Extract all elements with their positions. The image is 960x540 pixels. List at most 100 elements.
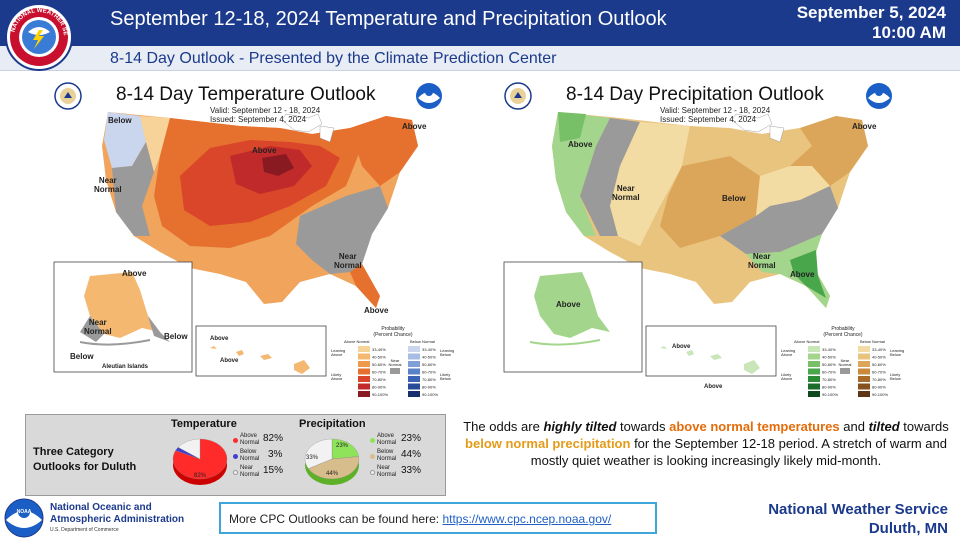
- legend-swatch-above: [358, 346, 370, 352]
- legend-step-label: 40-50%: [872, 355, 886, 360]
- temp-pct-above: 82%: [263, 433, 284, 444]
- legend-step-label: 70-80%: [422, 377, 436, 382]
- legend-step-label: 50-60%: [872, 362, 886, 367]
- noaa-footer-logo: NOAA National Oceanic and Atmospheric Ad…: [2, 496, 202, 540]
- doc-seal-icon: [54, 82, 82, 110]
- legend-step-label: 80-90%: [372, 385, 386, 390]
- legend-step-label: 33-40%: [872, 347, 886, 352]
- precip-pct-below: 44%: [401, 449, 422, 460]
- precip-legend-title: Probability (Percent Chance): [823, 326, 863, 338]
- precip-legend-above: Above Normal: [370, 433, 399, 447]
- legend-step-label: 50-60%: [822, 362, 836, 367]
- temperature-heading: Temperature: [171, 418, 237, 430]
- label-near-se: Near Normal: [334, 252, 362, 270]
- label-ak-near: Near Normal: [84, 318, 112, 336]
- legend-swatch-above: [808, 353, 820, 360]
- label-near-west: Near Normal: [612, 184, 640, 202]
- label-above-ne: Above: [402, 122, 427, 131]
- legend-swatch-above: [808, 376, 820, 382]
- legend-likely-below: Below: [890, 376, 901, 381]
- legend-step-label: 80-90%: [422, 385, 436, 390]
- legend-near-label: Near: [391, 358, 400, 363]
- temp-legend-below: Below Normal: [233, 449, 262, 463]
- label-hi-above-2: Above: [704, 384, 723, 390]
- pie-slice-near-normal: [304, 438, 333, 469]
- legend-likely-below: Likely: [440, 372, 450, 377]
- above-region-nw: [552, 112, 610, 236]
- legend-swatch-above: [358, 383, 370, 390]
- temp-legend-title: Probability (Percent Chance): [373, 326, 413, 338]
- temp-valid-text: Valid: September 12 - 18, 2024 Issued: S…: [210, 106, 320, 124]
- precip-pct-near: 33%: [401, 465, 422, 476]
- legend-step-label: 60-70%: [422, 370, 436, 375]
- label-below-central: Below: [722, 194, 746, 203]
- pie-slice-above-normal: [331, 438, 359, 460]
- issue-datetime: September 5, 2024 10:00 AM: [797, 3, 946, 43]
- page-title: September 12-18, 2024 Temperature and Pr…: [110, 8, 667, 30]
- legend-step-label: 70-80%: [372, 377, 386, 382]
- label-ak-below-e: Below: [164, 332, 188, 341]
- precipitation-heading: Precipitation: [299, 418, 366, 430]
- legend-swatch-below: [408, 353, 420, 360]
- legend-swatch-above: [808, 391, 820, 397]
- legend-swatch-near: [390, 368, 400, 374]
- legend-step-label: 60-70%: [822, 370, 836, 375]
- label-above-ne: Above: [852, 122, 877, 131]
- precip-map-title: 8-14 Day Precipitation Outlook: [566, 84, 824, 105]
- precip-issued: Issued: September 4, 2024: [660, 115, 757, 124]
- label-above-nw: Above: [568, 140, 593, 149]
- legend-above-head: Above Normal: [344, 339, 369, 344]
- precip-valid: Valid: September 12 - 18, 2024: [660, 106, 771, 115]
- legend-step-label: 90-100%: [422, 392, 438, 397]
- issue-time: 10:00 AM: [871, 23, 946, 42]
- legend-leaning-above: Above: [781, 352, 793, 357]
- temp-legend-above: Above Normal: [233, 433, 262, 447]
- legend-leaning-below: Below: [440, 352, 451, 357]
- legend-likely-above: Likely: [781, 372, 791, 377]
- label-above-se: Above: [790, 270, 815, 279]
- legend-swatch-below: [858, 361, 870, 367]
- pie-inner-label: 23%: [336, 443, 349, 449]
- near-region-west: [112, 142, 154, 236]
- legend-swatch-above: [358, 391, 370, 397]
- label-ak-above: Above: [556, 300, 581, 309]
- near-region-se: [720, 186, 838, 254]
- precipitation-map: [503, 112, 868, 377]
- header-bar: September 12-18, 2024 Temperature and Pr…: [0, 0, 960, 46]
- temperature-pie: 82%: [172, 438, 228, 485]
- legend-likely-above: Above: [331, 376, 343, 381]
- precipitation-pie: 23% 44% 33%: [304, 438, 360, 485]
- legend-below-head: Below Normal: [860, 339, 885, 344]
- nws-name: National Weather Service: [768, 501, 948, 518]
- legend-likely-below: Below: [440, 376, 451, 381]
- legend-swatch-above: [808, 346, 820, 352]
- label-near-west: Near Normal: [94, 176, 122, 194]
- issue-date: September 5, 2024: [796, 3, 946, 22]
- precip-legend-graphic: Above Normal Below Normal 33-40% 33-40% 40-5…: [781, 339, 904, 397]
- temperature-outlook-panel: 8-14 Day Temperature Outlook Valid: Sept…: [50, 76, 470, 402]
- pie-slice-below-normal: [308, 456, 360, 480]
- legend-step-label: 90-100%: [372, 392, 388, 397]
- legend-leaning-below: Leaning: [890, 348, 904, 353]
- temp-pct-below: 3%: [268, 449, 283, 460]
- legend-step-label: 50-60%: [422, 362, 436, 367]
- legend-step-label: 80-90%: [872, 385, 886, 390]
- cpc-link-box: More CPC Outlooks can be found here: htt…: [219, 502, 657, 534]
- nws-office: National Weather Service Duluth, MN: [768, 500, 948, 538]
- pie-inner-label: 82%: [194, 473, 207, 479]
- near-region-west: [580, 118, 640, 236]
- legend-step-label: 90-100%: [822, 392, 838, 397]
- legend-swatch-below: [858, 391, 870, 397]
- legend-step-label: 70-80%: [872, 377, 886, 382]
- cpc-link[interactable]: https://www.cpc.ncep.noaa.gov/: [442, 512, 612, 526]
- subtitle: 8-14 Day Outlook - Presented by the Clim…: [110, 50, 557, 67]
- legend-swatch-below: [858, 368, 870, 375]
- svg-text:NOAA: NOAA: [17, 509, 32, 515]
- label-ak-above: Above: [122, 269, 147, 278]
- legend-step-label: 40-50%: [422, 355, 436, 360]
- pie-inner-label: 44%: [326, 471, 339, 477]
- temperature-map: [53, 112, 418, 377]
- noaa-seal-icon: [866, 83, 892, 109]
- noaa-seal-icon: [416, 83, 442, 109]
- noaa-name: National Oceanic and Atmospheric Adminis…: [50, 502, 185, 525]
